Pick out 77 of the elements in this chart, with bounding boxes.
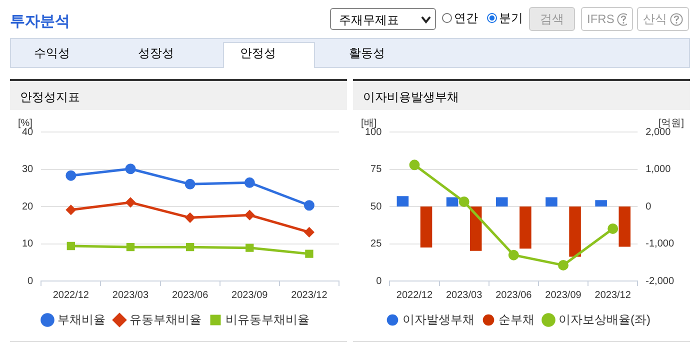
bar <box>446 197 458 206</box>
point <box>185 212 195 222</box>
legend-label: 순부채 <box>498 312 535 326</box>
x-tick-label: 2023/03 <box>446 290 483 301</box>
text: 활동성 <box>349 45 385 62</box>
y-tick-label: 25 <box>370 238 382 250</box>
y-tick-label: 50 <box>370 201 382 212</box>
point <box>508 250 519 260</box>
point <box>608 223 618 234</box>
text: 주재무제표 <box>330 8 436 30</box>
legend-label: 비유동부채비율 <box>226 312 310 326</box>
bar <box>595 200 607 206</box>
y-tick-label: 0 <box>28 276 34 287</box>
y-tick-label: 30 <box>22 164 34 175</box>
bar <box>420 206 432 248</box>
point <box>66 205 76 215</box>
bar <box>520 206 532 249</box>
point <box>66 170 76 181</box>
point <box>184 178 196 190</box>
point <box>458 196 470 207</box>
y2-axis-title: [억원] <box>658 118 684 129</box>
point <box>244 177 255 188</box>
text: 수익성 <box>34 45 70 62</box>
point <box>246 244 254 252</box>
text: IFRS <box>587 12 614 26</box>
x-tick-label: 2023/06 <box>496 290 532 301</box>
point <box>126 198 136 208</box>
point <box>125 164 136 174</box>
point <box>304 200 314 211</box>
y2-tick-label: -1,000 <box>646 238 674 250</box>
point <box>304 227 314 237</box>
point <box>305 250 314 258</box>
text: 산식 <box>643 10 667 28</box>
y-axis-title: [배] <box>361 118 377 129</box>
legend-label: 이자보상배율(좌) <box>558 312 651 326</box>
x-tick-label: 2023/06 <box>172 290 209 301</box>
text: 성장성 <box>138 45 174 62</box>
point <box>244 210 254 220</box>
y-tick-label: 20 <box>22 201 34 212</box>
point <box>126 243 135 252</box>
point <box>558 260 569 270</box>
x-tick-label: 2023/09 <box>545 290 582 301</box>
bar <box>618 206 631 247</box>
bar <box>396 196 409 206</box>
text: 검색 <box>540 10 564 28</box>
y2-tick-label: 2,000 <box>646 126 672 138</box>
x-tick-label: 2022/12 <box>396 290 433 301</box>
text: 안정성 <box>240 45 276 62</box>
y2-tick-label: 1,000 <box>646 164 672 175</box>
y-tick-label: 75 <box>370 164 382 175</box>
chart-title: 안정성지표 <box>10 79 347 110</box>
x-tick-label: 2023/03 <box>112 290 149 301</box>
point <box>409 160 420 170</box>
y-tick-label: 10 <box>22 238 34 250</box>
y-axis-title: [%] <box>18 118 33 129</box>
y2-tick-label: 0 <box>646 201 652 212</box>
chart-title: 이자비용발생부채 <box>353 79 690 110</box>
x-tick-label: 2023/12 <box>291 290 328 301</box>
text: 분기 <box>499 10 523 27</box>
bar <box>546 197 558 206</box>
text: 투자분석 <box>10 12 70 31</box>
y2-tick-label: -2,000 <box>646 276 674 287</box>
legend-label: 이자발생부채 <box>402 312 475 326</box>
bar <box>569 206 581 257</box>
y-tick-label: 100 <box>364 126 382 138</box>
x-tick-label: 2023/12 <box>594 290 632 301</box>
legend-label: 유동부채비율 <box>130 312 202 326</box>
bar <box>470 206 482 251</box>
y-tick-label: 0 <box>376 276 382 287</box>
legend-label: 부채비율 <box>58 312 106 326</box>
bar <box>496 197 508 206</box>
text: 연간 <box>454 10 478 27</box>
point <box>186 243 194 252</box>
x-tick-label: 2023/09 <box>232 290 268 301</box>
y-tick-label: 40 <box>22 126 34 138</box>
x-tick-label: 2022/12 <box>52 290 90 301</box>
point <box>66 242 75 250</box>
